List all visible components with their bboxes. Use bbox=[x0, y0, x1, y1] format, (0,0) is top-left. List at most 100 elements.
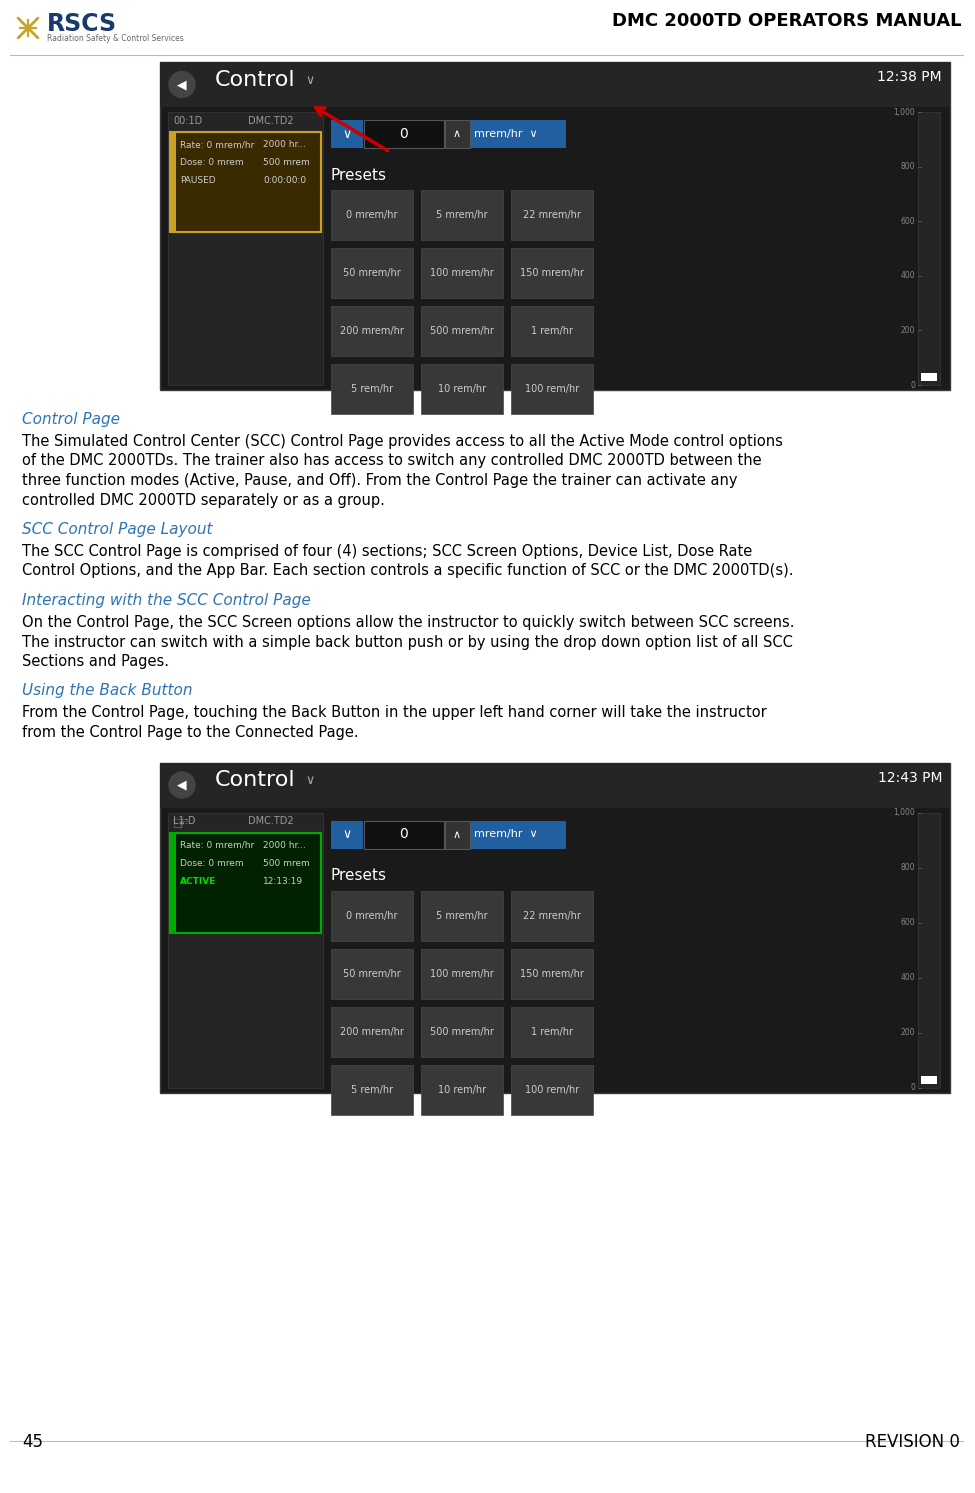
Bar bbox=[421, 1065, 503, 1114]
Bar bbox=[331, 1006, 413, 1057]
Text: 100 mrem/hr: 100 mrem/hr bbox=[430, 969, 494, 978]
Text: 500 mrem: 500 mrem bbox=[263, 858, 310, 867]
Bar bbox=[331, 190, 413, 240]
Text: ☞: ☞ bbox=[172, 815, 189, 835]
Text: Rate: 0 mrem/hr: Rate: 0 mrem/hr bbox=[180, 841, 254, 850]
Text: Dose: 0 mrem: Dose: 0 mrem bbox=[180, 158, 244, 167]
Bar bbox=[331, 119, 363, 148]
Circle shape bbox=[169, 772, 195, 797]
Text: ∨: ∨ bbox=[305, 75, 314, 87]
Text: 10 rem/hr: 10 rem/hr bbox=[438, 1084, 487, 1094]
Bar bbox=[160, 763, 950, 808]
Text: Presets: Presets bbox=[331, 869, 387, 884]
Text: ∧: ∧ bbox=[453, 830, 461, 839]
Text: 22 mrem/hr: 22 mrem/hr bbox=[523, 211, 581, 219]
Text: Control Options, and the App Bar. Each section controls a specific function of S: Control Options, and the App Bar. Each s… bbox=[22, 563, 794, 578]
Text: From the Control Page, touching the Back Button in the upper left hand corner wi: From the Control Page, touching the Back… bbox=[22, 706, 766, 721]
Text: 5 rem/hr: 5 rem/hr bbox=[351, 1084, 393, 1094]
Bar bbox=[421, 190, 503, 240]
Text: On the Control Page, the SCC Screen options allow the instructor to quickly swit: On the Control Page, the SCC Screen opti… bbox=[22, 615, 795, 630]
Text: ◀: ◀ bbox=[177, 78, 187, 91]
Text: 150 mrem/hr: 150 mrem/hr bbox=[520, 269, 584, 278]
Bar bbox=[331, 306, 413, 355]
Text: 1 rem/hr: 1 rem/hr bbox=[531, 1027, 573, 1036]
Bar bbox=[471, 119, 566, 148]
Text: 100 rem/hr: 100 rem/hr bbox=[525, 384, 579, 394]
Bar bbox=[160, 63, 950, 107]
Text: ∨: ∨ bbox=[305, 775, 314, 787]
Text: 5 mrem/hr: 5 mrem/hr bbox=[436, 911, 488, 921]
Text: 600: 600 bbox=[900, 918, 915, 927]
Bar bbox=[445, 821, 470, 848]
Text: Interacting with the SCC Control Page: Interacting with the SCC Control Page bbox=[22, 593, 311, 608]
Bar bbox=[471, 821, 566, 848]
Bar bbox=[511, 948, 593, 999]
Text: 500 mrem/hr: 500 mrem/hr bbox=[430, 1027, 494, 1036]
Text: SCC Control Page Layout: SCC Control Page Layout bbox=[22, 523, 213, 537]
Text: three function modes (Active, Pause, and Off). From the Control Page the trainer: three function modes (Active, Pause, and… bbox=[22, 473, 737, 488]
Bar bbox=[511, 248, 593, 299]
Bar bbox=[170, 131, 176, 231]
Text: 200: 200 bbox=[901, 325, 915, 334]
Text: Radiation Safety & Control Services: Radiation Safety & Control Services bbox=[47, 34, 183, 43]
Text: 12:38 PM: 12:38 PM bbox=[878, 70, 942, 84]
Text: The SCC Control Page is comprised of four (4) sections; SCC Screen Options, Devi: The SCC Control Page is comprised of fou… bbox=[22, 543, 753, 558]
Text: ACTIVE: ACTIVE bbox=[180, 876, 216, 885]
Text: RSCS: RSCS bbox=[47, 12, 117, 36]
Text: REVISION 0: REVISION 0 bbox=[865, 1433, 960, 1451]
Text: 800: 800 bbox=[901, 863, 915, 872]
Text: 400: 400 bbox=[900, 973, 915, 982]
Text: 12:13:19: 12:13:19 bbox=[263, 876, 303, 885]
Text: 100 rem/hr: 100 rem/hr bbox=[525, 1084, 579, 1094]
Text: 1,000: 1,000 bbox=[893, 808, 915, 817]
Text: ∧: ∧ bbox=[453, 128, 461, 139]
Text: 1 rem/hr: 1 rem/hr bbox=[531, 325, 573, 336]
Bar bbox=[421, 948, 503, 999]
Text: Rate: 0 mrem/hr: Rate: 0 mrem/hr bbox=[180, 140, 254, 149]
Text: 200 mrem/hr: 200 mrem/hr bbox=[340, 1027, 404, 1036]
Bar bbox=[511, 306, 593, 355]
Text: L1:D: L1:D bbox=[173, 817, 196, 827]
Bar bbox=[511, 1065, 593, 1114]
Text: ◀: ◀ bbox=[177, 778, 187, 791]
Bar bbox=[421, 890, 503, 941]
Text: mrem/hr  ∨: mrem/hr ∨ bbox=[474, 830, 538, 839]
Bar bbox=[331, 1065, 413, 1114]
Text: 200: 200 bbox=[901, 1029, 915, 1038]
Text: Control: Control bbox=[215, 70, 295, 90]
Text: mrem/hr  ∨: mrem/hr ∨ bbox=[474, 128, 538, 139]
Text: 45: 45 bbox=[22, 1433, 43, 1451]
Text: 500 mrem: 500 mrem bbox=[263, 158, 310, 167]
Bar bbox=[168, 112, 323, 385]
Text: 0:00:00:0: 0:00:00:0 bbox=[263, 176, 306, 185]
Bar bbox=[160, 63, 950, 390]
Text: 0 mrem/hr: 0 mrem/hr bbox=[346, 211, 398, 219]
Text: Control Page: Control Page bbox=[22, 412, 120, 427]
Text: 1,000: 1,000 bbox=[893, 107, 915, 116]
Text: 100 mrem/hr: 100 mrem/hr bbox=[430, 269, 494, 278]
Circle shape bbox=[169, 72, 195, 97]
Text: Sections and Pages.: Sections and Pages. bbox=[22, 654, 169, 669]
Text: ∨: ∨ bbox=[342, 829, 352, 841]
Bar bbox=[331, 948, 413, 999]
Text: 2000 hr...: 2000 hr... bbox=[263, 841, 306, 850]
Text: of the DMC 2000TDs. The trainer also has access to switch any controlled DMC 200: of the DMC 2000TDs. The trainer also has… bbox=[22, 454, 761, 469]
Bar bbox=[364, 821, 444, 848]
Text: Dose: 0 mrem: Dose: 0 mrem bbox=[180, 858, 244, 867]
Text: DMC.TD2: DMC.TD2 bbox=[248, 817, 293, 827]
Text: 00:1D: 00:1D bbox=[173, 116, 202, 125]
Bar bbox=[921, 1075, 937, 1084]
Text: 5 mrem/hr: 5 mrem/hr bbox=[436, 211, 488, 219]
Bar bbox=[511, 364, 593, 414]
Bar bbox=[421, 364, 503, 414]
Text: 0: 0 bbox=[910, 1082, 915, 1091]
Bar bbox=[421, 1006, 503, 1057]
Bar bbox=[170, 131, 321, 231]
Text: 600: 600 bbox=[900, 216, 915, 225]
Bar bbox=[921, 373, 937, 381]
Bar bbox=[331, 364, 413, 414]
Text: 0: 0 bbox=[400, 827, 409, 842]
Bar bbox=[445, 119, 470, 148]
Text: 0: 0 bbox=[910, 381, 915, 390]
Text: 500 mrem/hr: 500 mrem/hr bbox=[430, 325, 494, 336]
